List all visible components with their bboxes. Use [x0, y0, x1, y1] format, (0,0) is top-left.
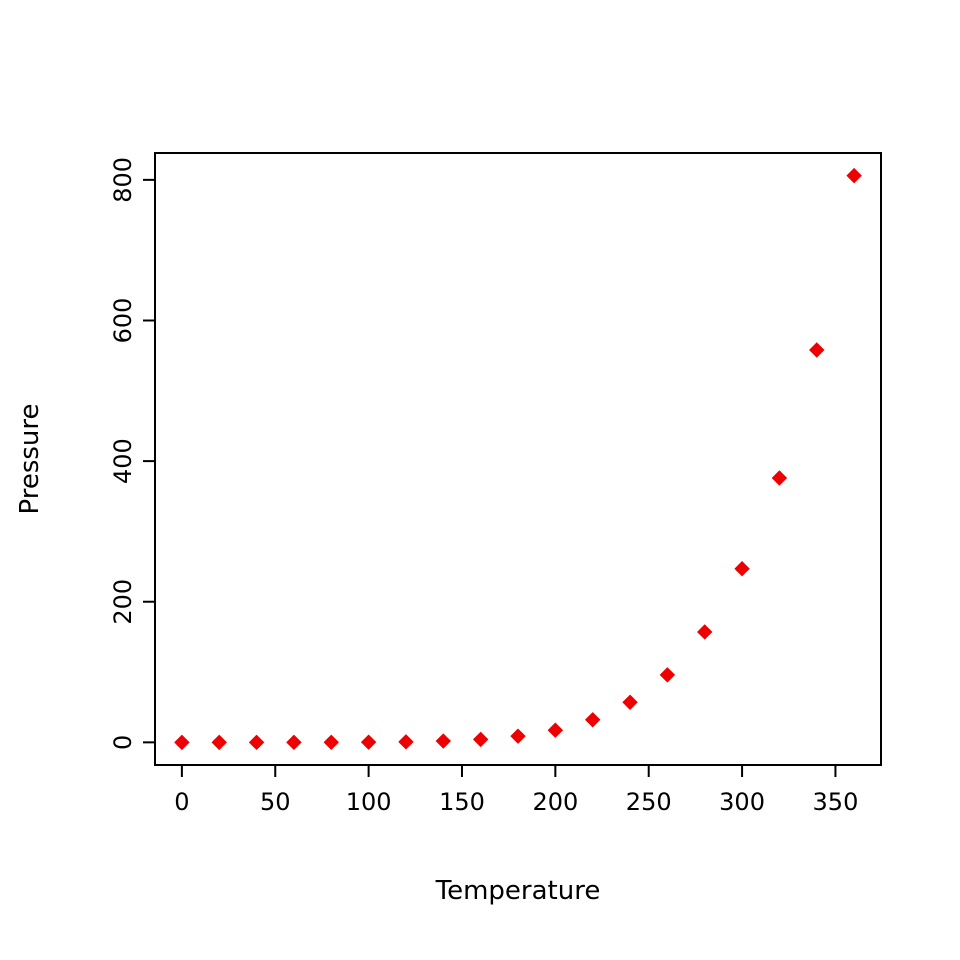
data-point	[510, 728, 526, 744]
x-tick-label: 100	[346, 788, 392, 816]
x-tick-label: 200	[532, 788, 578, 816]
x-tick-label: 50	[260, 788, 291, 816]
plot-border-box	[154, 152, 882, 766]
data-point	[659, 667, 676, 683]
data-point	[398, 734, 414, 750]
data-point	[846, 167, 862, 184]
x-tick-label: 150	[439, 788, 485, 816]
y-tick-label: 0	[109, 735, 137, 750]
data-point	[622, 694, 638, 710]
data-point	[472, 731, 489, 748]
x-axis-label: Temperature	[435, 876, 601, 906]
data-point	[734, 560, 750, 577]
x-tick-label: 350	[813, 788, 859, 816]
data-point	[360, 734, 377, 750]
data-point	[697, 624, 713, 640]
y-tick-label: 600	[109, 298, 137, 344]
data-point	[584, 712, 601, 728]
data-points	[174, 167, 862, 751]
axis-ticks: 0 50 100 150 200 250 300 350 0 200 400 600 800	[109, 157, 858, 816]
y-tick-label: 800	[109, 157, 137, 203]
data-point	[323, 734, 339, 751]
data-point	[248, 734, 265, 751]
x-tick-label: 300	[719, 788, 765, 816]
y-axis-label: Pressure	[15, 403, 45, 514]
data-point	[174, 734, 190, 751]
x-tick-label: 250	[626, 788, 672, 816]
data-point	[211, 734, 227, 751]
data-point	[286, 734, 302, 751]
y-tick-label: 200	[109, 579, 137, 625]
data-point	[809, 342, 825, 358]
x-tick-label: 0	[174, 788, 189, 816]
y-tick-label: 400	[109, 438, 137, 484]
data-point	[435, 733, 452, 749]
data-point	[771, 470, 788, 486]
data-point	[547, 722, 564, 738]
